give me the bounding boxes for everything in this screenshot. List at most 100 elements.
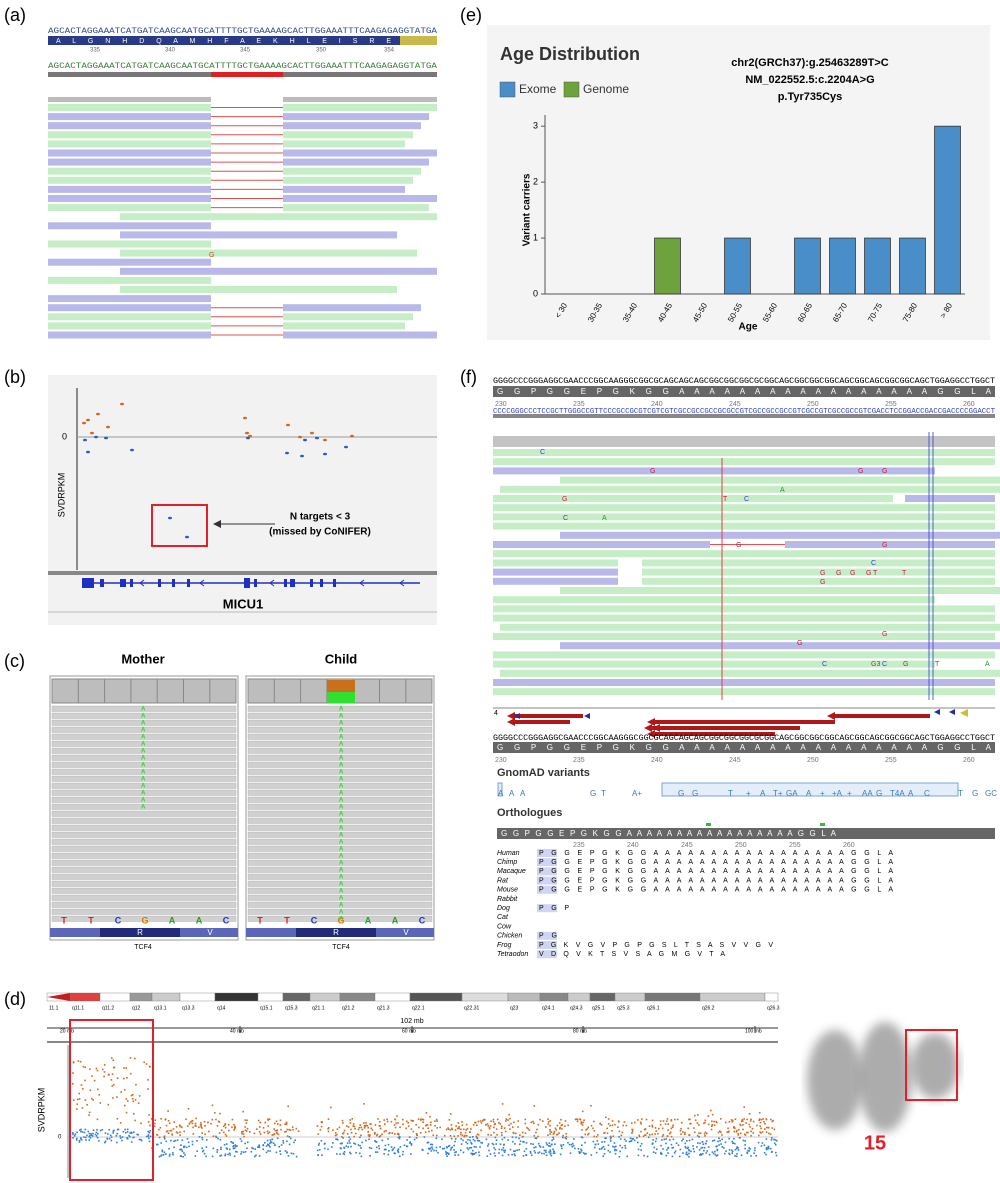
depth-point <box>376 1133 379 1136</box>
depth-point <box>136 1133 138 1136</box>
depth-point <box>116 1096 118 1098</box>
depth-point <box>381 1133 383 1136</box>
depth-point <box>521 1131 524 1134</box>
depth-point <box>245 1122 248 1124</box>
annotation: NM_022552.5:c.2204A>G <box>745 74 874 86</box>
mismatch: G <box>850 570 855 577</box>
depth-point <box>297 1130 300 1132</box>
depth-point <box>258 1155 261 1157</box>
read <box>283 204 429 212</box>
read <box>493 504 995 512</box>
depth-point <box>688 1149 690 1151</box>
depth-point <box>104 1140 107 1143</box>
depth-point <box>502 1149 505 1152</box>
depth-point <box>581 1110 584 1113</box>
base: C <box>115 915 122 925</box>
sample-name: Mother <box>121 651 164 666</box>
depth-point <box>279 1119 282 1122</box>
depth-point <box>83 1131 86 1134</box>
depth-point <box>401 1118 404 1121</box>
scale-tick-label: 100 mb <box>745 1028 762 1034</box>
legend-label: Exome <box>519 82 557 96</box>
depth-point <box>441 1147 444 1150</box>
depth-point <box>179 1155 182 1157</box>
depth-point <box>682 1131 684 1133</box>
depth-point <box>409 1142 411 1144</box>
depth-point <box>94 435 98 439</box>
gnomad-variant: T <box>958 789 963 798</box>
depth-point <box>607 1123 610 1125</box>
depth-point <box>688 1139 691 1142</box>
depth-point <box>580 1149 583 1152</box>
depth-point <box>116 1117 119 1120</box>
depth-point <box>610 1136 612 1139</box>
depth-point <box>717 1131 720 1134</box>
base: T <box>88 915 94 925</box>
depth-point <box>268 1144 270 1147</box>
depth-point <box>392 1148 394 1150</box>
read <box>51 789 237 796</box>
depth-point <box>585 1129 587 1131</box>
read <box>247 796 433 803</box>
mismatch: G3 <box>871 661 880 668</box>
alt-base: A <box>339 910 344 916</box>
mismatch: G <box>882 468 887 475</box>
depth-point <box>431 1146 433 1148</box>
arrow-head <box>213 520 221 528</box>
depth-point <box>572 1144 575 1147</box>
depth-point <box>445 1153 448 1156</box>
alignment-highlight <box>537 941 547 949</box>
depth-point <box>503 1144 505 1146</box>
deletion-marker <box>211 72 283 77</box>
position: 235 <box>573 401 585 408</box>
read <box>247 768 433 775</box>
depth-point <box>89 1089 92 1092</box>
depth-point <box>615 1149 618 1151</box>
position: 245 <box>681 842 693 849</box>
species-name: Chicken <box>497 933 522 940</box>
depth-point <box>535 1131 537 1134</box>
depth-point <box>126 1131 129 1133</box>
read <box>48 131 211 139</box>
depth-point <box>72 1082 74 1085</box>
depth-point <box>147 1135 150 1137</box>
depth-point <box>517 1120 520 1122</box>
depth-point <box>279 1124 282 1126</box>
depth-point <box>458 1127 460 1130</box>
depth-point <box>462 1128 465 1131</box>
mismatch: C <box>563 515 568 522</box>
alt-base: A <box>339 847 344 853</box>
depth-point <box>125 1111 128 1114</box>
depth-point <box>165 1140 168 1143</box>
depth-point <box>719 1139 721 1142</box>
depth-point <box>737 1147 739 1149</box>
depth-point <box>468 1147 471 1149</box>
depth-point <box>340 1147 342 1150</box>
depth-point <box>680 1133 682 1135</box>
depth-point <box>534 1146 537 1148</box>
depth-point <box>119 1137 122 1139</box>
depth-point <box>710 1125 713 1128</box>
depth-point <box>471 1136 474 1138</box>
depth-point <box>196 1150 199 1152</box>
depth-point <box>104 1132 107 1134</box>
alt-base: A <box>339 840 344 846</box>
depth-point <box>526 1126 528 1129</box>
depth-point <box>321 1154 323 1156</box>
depth-point <box>644 1134 647 1136</box>
depth-point <box>707 1123 710 1126</box>
depth-point <box>547 1118 549 1120</box>
depth-point <box>541 1120 544 1122</box>
read <box>283 122 421 130</box>
depth-point <box>224 1133 227 1136</box>
depth-point <box>484 1118 486 1121</box>
alt-base: A <box>339 854 344 860</box>
depth-point <box>163 1151 166 1154</box>
depth-point <box>671 1155 674 1158</box>
depth-point <box>407 1125 410 1127</box>
depth-point <box>522 1155 525 1157</box>
depth-point <box>186 1138 189 1140</box>
depth-point <box>285 451 289 455</box>
alt-base: A <box>339 882 344 888</box>
depth-point <box>288 1143 291 1146</box>
